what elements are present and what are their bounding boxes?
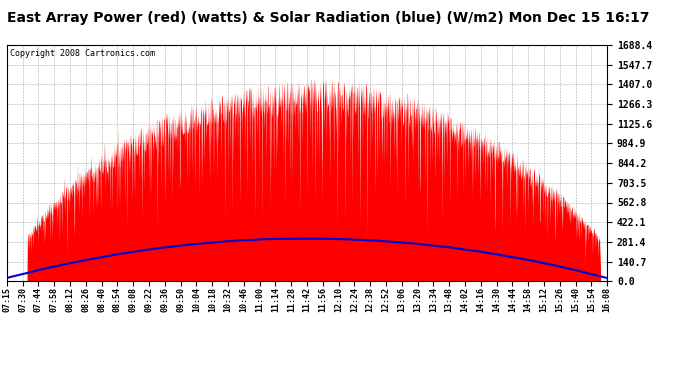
- Text: East Array Power (red) (watts) & Solar Radiation (blue) (W/m2) Mon Dec 15 16:17: East Array Power (red) (watts) & Solar R…: [7, 11, 649, 25]
- Text: Copyright 2008 Cartronics.com: Copyright 2008 Cartronics.com: [10, 48, 155, 57]
